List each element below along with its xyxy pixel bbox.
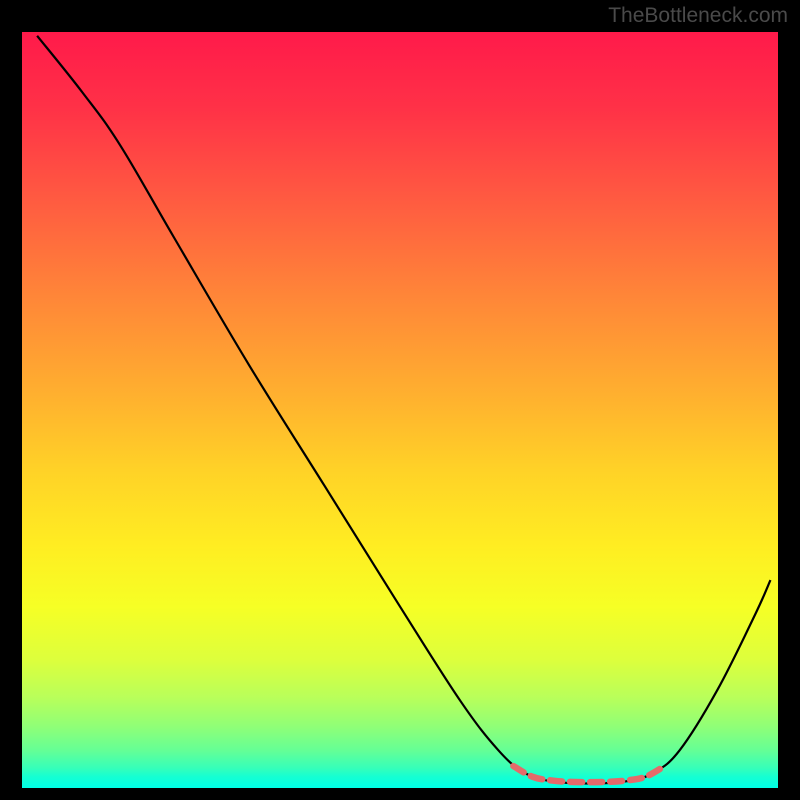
bottleneck-curve-chart	[0, 0, 800, 800]
attribution-text: TheBottleneck.com	[608, 4, 788, 28]
chart-background	[22, 32, 778, 788]
